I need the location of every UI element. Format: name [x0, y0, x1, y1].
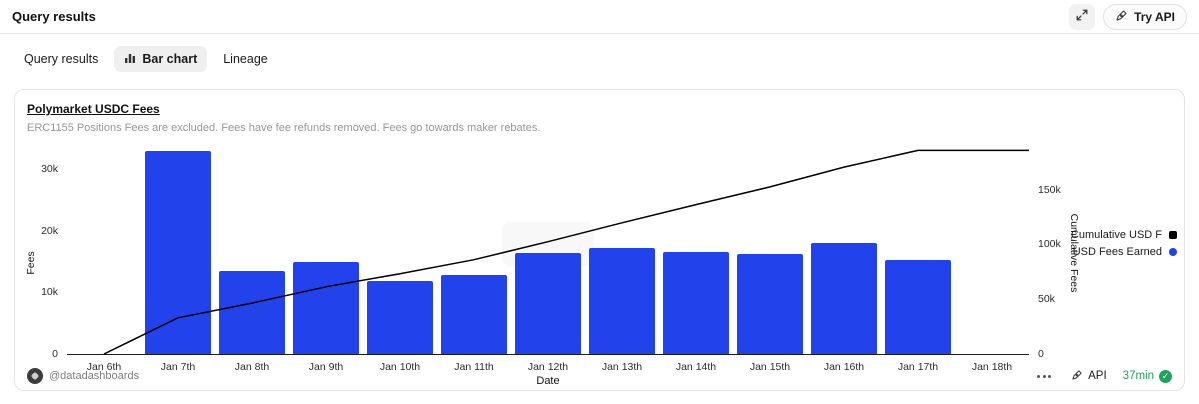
- bar-chart-icon: [124, 52, 136, 67]
- api-button[interactable]: API: [1071, 369, 1107, 384]
- author-link[interactable]: @datadashboards: [27, 368, 139, 384]
- bar[interactable]: [144, 150, 212, 354]
- legend-marker: [1169, 248, 1177, 256]
- x-tick-label: Jan 6th: [86, 361, 122, 373]
- y-tick-label-left: 20k: [41, 224, 58, 237]
- x-axis-title: Date: [536, 375, 560, 387]
- y-tick-label-right: 100k: [1038, 238, 1061, 251]
- footer-actions: API 37min ✓: [1033, 369, 1172, 384]
- y-axis-title-left: Fees: [25, 251, 37, 275]
- tab-label: Query results: [24, 52, 99, 66]
- chart-header: Polymarket USDC Fees ERC1155 Positions F…: [15, 90, 1184, 134]
- freshness-time: 37min: [1122, 370, 1154, 382]
- legend: Cumulative USD F USD Fees Earned: [1027, 224, 1177, 263]
- expand-icon: [1075, 8, 1089, 25]
- bar[interactable]: [440, 275, 508, 354]
- x-tick-label: Jan 7th: [160, 361, 196, 373]
- bar[interactable]: [218, 271, 286, 354]
- tab-label: Bar chart: [142, 52, 198, 66]
- tab-bar: Query results Bar chart Lineage: [0, 34, 1199, 81]
- y-tick-label-right: 0: [1038, 348, 1044, 360]
- freshness-badge[interactable]: 37min ✓: [1122, 369, 1172, 383]
- tab-bar-chart[interactable]: Bar chart: [114, 46, 208, 72]
- x-tick-label: Jan 10th: [379, 361, 421, 373]
- y-tick-label-right: 150k: [1038, 183, 1061, 196]
- bar[interactable]: [662, 251, 730, 354]
- x-tick-label: Jan 16th: [823, 361, 865, 373]
- bar[interactable]: [514, 252, 582, 354]
- y-tick-label-left: 30k: [41, 163, 58, 176]
- try-api-button[interactable]: Try API: [1103, 3, 1187, 30]
- bar[interactable]: [884, 260, 952, 354]
- x-tick-label: Jan 13th: [601, 361, 643, 373]
- page-title: Query results: [12, 9, 96, 24]
- top-bar: Query results Try API: [0, 0, 1199, 34]
- legend-label: USD Fees Earned: [1072, 246, 1162, 258]
- x-tick-label: Jan 8th: [234, 361, 270, 373]
- chart-title-link[interactable]: Polymarket USDC Fees: [27, 102, 160, 116]
- y-tick-label-right: 50k: [1038, 293, 1055, 306]
- bar[interactable]: [810, 243, 878, 354]
- x-tick-label: Jan 9th: [308, 361, 344, 373]
- y-tick-label-left: 10k: [41, 286, 58, 299]
- card-footer: @datadashboards API 37min ✓: [15, 362, 1184, 390]
- x-tick-label: Jan 18th: [971, 361, 1013, 373]
- bar[interactable]: [366, 280, 434, 354]
- check-circle-icon: ✓: [1159, 369, 1172, 383]
- top-bar-actions: Try API: [1069, 3, 1187, 30]
- y-tick-label-left: 0: [52, 348, 58, 360]
- x-tick-label: Jan 15th: [749, 361, 791, 373]
- avatar: [27, 368, 43, 384]
- legend-label: Cumulative USD F: [1070, 229, 1162, 241]
- more-options-button[interactable]: [1033, 371, 1055, 382]
- x-tick-label: Jan 11th: [454, 361, 494, 373]
- bar[interactable]: [736, 254, 804, 354]
- chart-subtitle: ERC1155 Positions Fees are excluded. Fee…: [27, 122, 541, 134]
- try-api-label: Try API: [1134, 9, 1175, 24]
- tab-lineage[interactable]: Lineage: [213, 46, 278, 72]
- x-tick-label: Jan 17th: [897, 361, 939, 373]
- tab-query-results[interactable]: Query results: [14, 46, 108, 72]
- legend-marker: [1169, 231, 1177, 239]
- expand-button[interactable]: [1069, 3, 1096, 30]
- legend-item[interactable]: Cumulative USD F: [1027, 229, 1177, 241]
- api-label: API: [1088, 370, 1107, 382]
- chart-card: Polymarket USDC Fees ERC1155 Positions F…: [14, 89, 1185, 391]
- plot-area: Date Jan 6th Jan 7th Jan 8th Jan 9th Jan 10t…: [41, 149, 1061, 387]
- bar[interactable]: [588, 248, 656, 354]
- legend-item[interactable]: USD Fees Earned: [1027, 246, 1177, 258]
- tab-label: Lineage: [223, 52, 268, 66]
- chart-area: Fees Cumulative Fees Date Jan 6th Jan 7th…: [15, 136, 1184, 390]
- x-tick-label: Jan 12th: [527, 361, 569, 373]
- x-tick-label: Jan 14th: [675, 361, 717, 373]
- bar[interactable]: [292, 262, 360, 354]
- ellipsis-icon: [1037, 374, 1052, 378]
- author-handle: @datadashboards: [49, 370, 140, 382]
- pen-nib-icon: [1115, 9, 1128, 25]
- pen-nib-icon: [1071, 369, 1083, 384]
